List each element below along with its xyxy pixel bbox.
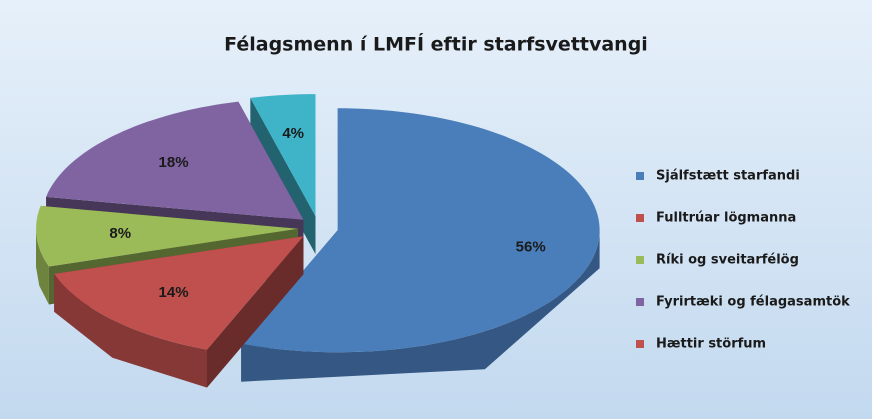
data-label: 56% — [516, 238, 546, 255]
slice — [46, 101, 304, 220]
legend-swatch — [636, 340, 644, 348]
data-label: 8% — [109, 225, 131, 242]
data-label: 18% — [159, 154, 189, 171]
slice — [54, 236, 304, 350]
legend-swatch — [636, 256, 644, 264]
legend-label: Fulltrúar lögmanna — [656, 211, 796, 226]
legend-label: Fyrirtæki og félagasamtök — [656, 295, 850, 310]
legend-label: Sjálfstætt starfandi — [656, 169, 800, 184]
slice — [250, 94, 316, 217]
legend-label: Ríki og sveitarfélög — [656, 253, 799, 268]
legend-swatch — [636, 214, 644, 222]
slice — [36, 205, 299, 267]
slice-wall — [241, 230, 600, 382]
slice-wall — [36, 228, 49, 305]
legend-swatch — [636, 298, 644, 306]
legend-swatch — [636, 172, 644, 180]
slice — [241, 108, 600, 353]
data-label: 4% — [282, 125, 304, 142]
data-label: 14% — [159, 284, 189, 301]
slice-wall — [54, 273, 208, 388]
chart-title: Félagsmenn í LMFÍ eftir starfsvettvangi — [224, 33, 648, 56]
legend-label: Hættir störfum — [656, 337, 766, 352]
